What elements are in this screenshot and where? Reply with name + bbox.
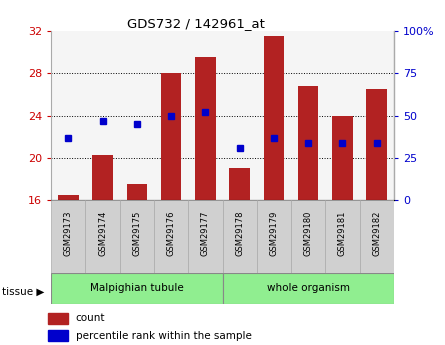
Bar [366,89,387,200]
Bar [188,200,222,273]
Text: GSM29176: GSM29176 [166,211,176,256]
Bar [161,73,182,200]
Bar [154,200,188,273]
Bar [332,116,353,200]
Text: GSM29177: GSM29177 [201,211,210,256]
Bar [298,86,319,200]
Bar [257,200,291,273]
Bar [49,330,68,341]
Bar [360,200,394,273]
Bar [120,200,154,273]
Bar [85,200,120,273]
Bar [126,184,147,200]
Bar [58,195,79,200]
Text: GSM29173: GSM29173 [64,211,73,256]
Text: percentile rank within the sample: percentile rank within the sample [76,331,252,341]
Bar [92,155,113,200]
Text: GSM29179: GSM29179 [269,211,279,256]
Bar [291,200,325,273]
Text: GSM29180: GSM29180 [303,211,313,256]
Text: GSM29174: GSM29174 [98,211,107,256]
Text: Malpighian tubule: Malpighian tubule [90,283,184,293]
Bar [195,58,216,200]
Bar [51,273,223,304]
Text: GSM29181: GSM29181 [338,211,347,256]
Bar [49,313,68,324]
Bar [229,168,250,200]
Text: GSM29178: GSM29178 [235,211,244,256]
Bar [263,36,284,200]
Bar [222,200,257,273]
Text: GSM29175: GSM29175 [132,211,142,256]
Text: count: count [76,314,105,323]
Text: GSM29182: GSM29182 [372,211,381,256]
Text: GDS732 / 142961_at: GDS732 / 142961_at [127,17,265,30]
Bar [51,200,85,273]
Text: whole organism: whole organism [267,283,350,293]
Text: tissue ▶: tissue ▶ [2,287,44,296]
Bar [325,200,360,273]
Bar [222,273,394,304]
